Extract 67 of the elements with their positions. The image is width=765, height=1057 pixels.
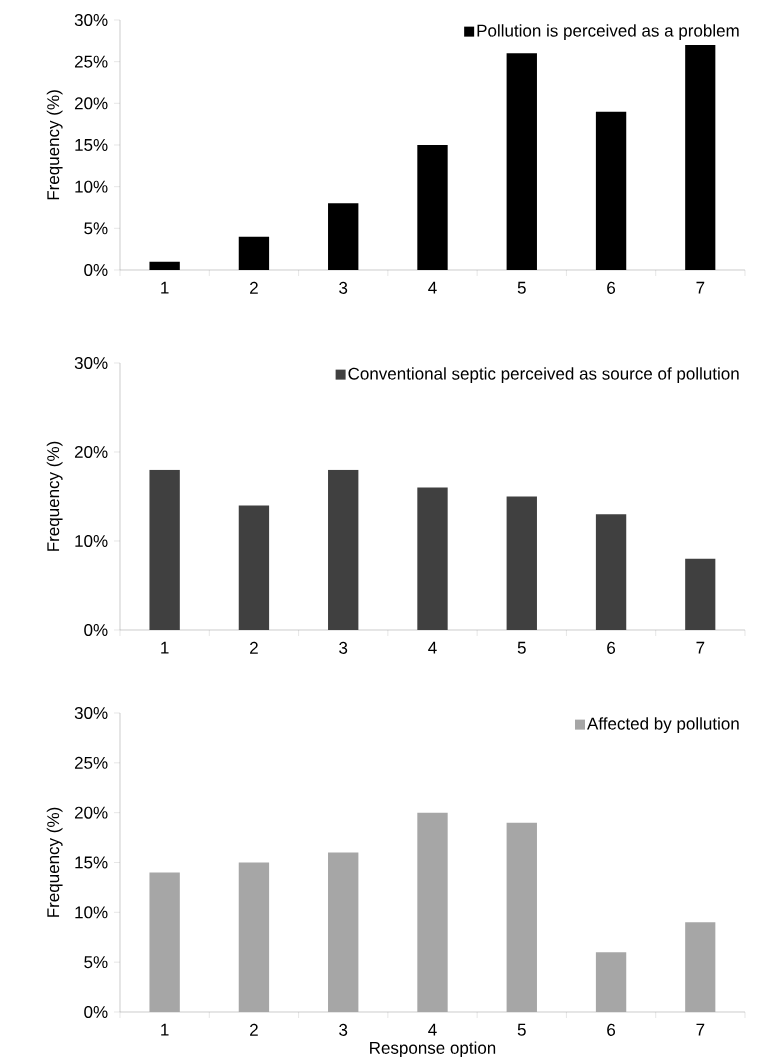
x-tick-label: 7 — [696, 641, 705, 654]
bar — [595, 514, 627, 630]
bar — [506, 496, 537, 630]
y-tick-label: 10% — [75, 534, 108, 548]
bar — [506, 822, 537, 1012]
bar — [685, 922, 716, 1012]
bar — [417, 812, 448, 1012]
x-tick-label: 6 — [607, 281, 616, 294]
y-tick-label: 10% — [75, 906, 108, 919]
bar — [328, 469, 359, 630]
bar — [238, 505, 270, 630]
y-tick-label: 10% — [75, 180, 108, 193]
bar — [238, 862, 270, 1012]
bar — [417, 144, 448, 270]
legend-label: Conventional septic perceived as source of pollution — [348, 367, 739, 384]
bar — [238, 236, 270, 270]
y-tick-label: 25% — [74, 55, 108, 68]
bar — [149, 261, 180, 270]
x-tick-label: 3 — [339, 641, 348, 654]
y-tick-label: 0% — [84, 623, 108, 637]
y-axis-title: Frequency (%) — [46, 807, 63, 917]
bar — [595, 111, 627, 270]
x-tick-label: 4 — [428, 1023, 437, 1036]
y-tick-label: 30% — [74, 706, 108, 720]
bar — [506, 53, 537, 270]
x-tick-label: 3 — [339, 281, 348, 294]
y-tick-label: 20% — [74, 806, 108, 819]
x-tick-label: 1 — [161, 641, 169, 654]
x-tick-label: 1 — [161, 281, 169, 294]
bar — [149, 469, 180, 630]
bar — [328, 203, 359, 270]
x-tick-label: 4 — [428, 281, 437, 294]
x-tick-label: 5 — [517, 641, 526, 654]
x-tick-label: 3 — [339, 1023, 348, 1036]
x-tick-label: 2 — [250, 641, 258, 654]
x-tick-label: 7 — [696, 281, 705, 294]
x-tick-label: 5 — [517, 1023, 526, 1036]
bar — [328, 852, 359, 1012]
x-tick-label: 6 — [607, 641, 616, 654]
x-axis-title: Response option — [370, 1041, 496, 1057]
bar — [685, 45, 716, 270]
y-axis-title: Frequency (%) — [46, 90, 63, 200]
x-tick-label: 5 — [517, 281, 526, 294]
y-tick-label: 20% — [74, 445, 108, 459]
x-tick-label: 2 — [250, 281, 258, 294]
bar — [595, 952, 627, 1012]
y-tick-label: 5% — [84, 956, 108, 969]
y-tick-label: 20% — [74, 97, 108, 110]
x-tick-label: 2 — [250, 1023, 258, 1036]
x-tick-label: 7 — [696, 1023, 705, 1036]
y-tick-label: 0% — [84, 263, 108, 277]
legend-label: Affected by pollution — [587, 717, 739, 734]
y-tick-label: 5% — [84, 222, 108, 235]
y-tick-label: 15% — [75, 856, 108, 869]
x-tick-label: 4 — [428, 641, 437, 654]
y-axis-title: Frequency (%) — [46, 441, 63, 551]
y-tick-label: 0% — [84, 1005, 108, 1019]
legend-label: Pollution is perceived as a problem — [477, 24, 739, 41]
y-tick-label: 30% — [74, 356, 108, 370]
x-tick-label: 1 — [161, 1023, 169, 1036]
y-tick-label: 25% — [74, 756, 108, 769]
bar — [417, 487, 448, 630]
bar — [685, 558, 716, 630]
y-tick-label: 15% — [75, 139, 108, 151]
bar — [149, 872, 180, 1012]
y-tick-label: 30% — [74, 13, 108, 27]
x-tick-label: 6 — [607, 1023, 616, 1036]
